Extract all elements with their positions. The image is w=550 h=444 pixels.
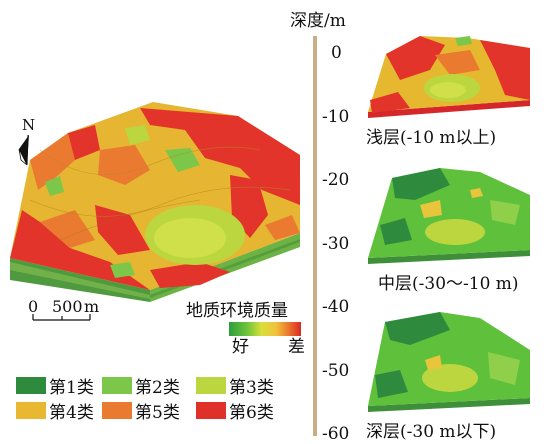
scale-unit-label: m	[84, 297, 100, 316]
legend-swatch	[102, 377, 132, 394]
legend-item-class-5: 第5类	[102, 398, 180, 423]
main-block	[10, 102, 300, 302]
legend-item-class-2: 第2类	[102, 373, 180, 398]
depth-tick-label: -60	[322, 424, 350, 444]
depth-tick-label: -30	[322, 233, 350, 254]
legend-item-class-4: 第4类	[16, 398, 94, 423]
depth-tick-label: -40	[322, 297, 350, 317]
legend-swatch	[196, 377, 226, 394]
north-arrow-icon	[18, 134, 29, 166]
depth-tick-label: -10	[322, 106, 350, 127]
middle-layer-block	[368, 168, 530, 264]
depth-tick-label: 0	[331, 43, 342, 63]
legend-swatch	[16, 402, 46, 419]
legend-label: 第1类	[49, 378, 94, 398]
shallow-layer-label: 浅层(-10 m以上)	[366, 128, 497, 148]
quality-title: 地质环境质量	[186, 301, 288, 321]
legend-label: 第4类	[49, 403, 94, 423]
legend-label: 第3类	[229, 378, 274, 398]
depth-tick-label: -20	[322, 170, 350, 190]
legend-swatch	[196, 402, 226, 419]
deep-layer-label: 深层(-30 m以下)	[366, 422, 497, 442]
legend-label: 第6类	[229, 403, 274, 423]
quality-gradient-bar	[229, 322, 301, 336]
north-label: N	[22, 116, 36, 134]
middle-layer-label: 中层(-30～-10 m)	[378, 274, 519, 294]
quality-good-label: 好	[232, 337, 249, 357]
legend-swatch	[16, 377, 46, 394]
scale-zero-label: 0	[28, 297, 39, 316]
legend-label: 第5类	[135, 403, 180, 423]
legend-item-class-6: 第6类	[196, 398, 274, 423]
depth-axis	[313, 36, 317, 436]
legend-swatch	[102, 402, 132, 419]
scale-bar	[32, 314, 91, 321]
depth-axis-title: 深度/m	[290, 11, 346, 31]
scale-value-label: 500	[52, 297, 83, 316]
shallow-layer-block	[368, 36, 530, 118]
deep-layer-block	[368, 312, 530, 412]
legend-item-class-1: 第1类	[16, 373, 94, 398]
legend-item-class-3: 第3类	[196, 373, 274, 398]
depth-tick-label: -50	[322, 360, 350, 381]
legend-label: 第2类	[135, 378, 180, 398]
quality-bad-label: 差	[288, 337, 305, 357]
